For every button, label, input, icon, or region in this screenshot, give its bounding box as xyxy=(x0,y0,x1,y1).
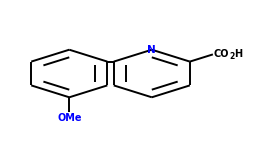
Text: H: H xyxy=(234,49,242,59)
Text: 2: 2 xyxy=(229,52,235,61)
Text: OMe: OMe xyxy=(57,113,82,123)
Text: N: N xyxy=(147,45,156,55)
Text: CO: CO xyxy=(214,49,229,59)
